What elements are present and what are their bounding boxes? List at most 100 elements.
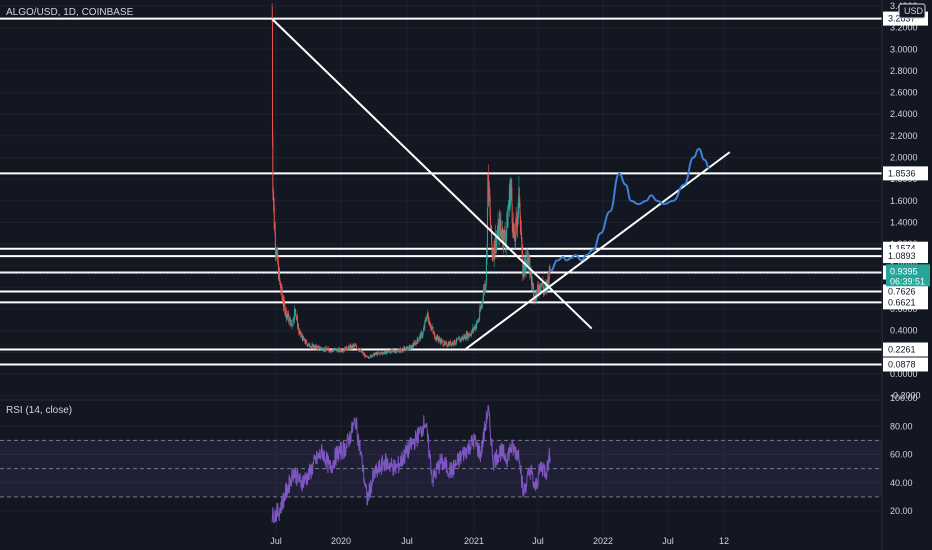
candle-body bbox=[530, 273, 532, 279]
candle-body bbox=[439, 338, 441, 341]
candle-body bbox=[310, 346, 312, 349]
candle-body bbox=[533, 298, 535, 301]
candle-body bbox=[294, 308, 296, 311]
candle-body bbox=[317, 347, 319, 350]
candle-body bbox=[414, 342, 416, 345]
candle-body bbox=[464, 335, 466, 339]
candle-body bbox=[300, 331, 302, 336]
candle-body bbox=[390, 349, 392, 352]
candle-body bbox=[326, 349, 328, 351]
currency-button-frame[interactable] bbox=[898, 3, 926, 19]
candle-body bbox=[330, 350, 332, 352]
rsi-title[interactable]: RSI (14, close) bbox=[6, 405, 72, 416]
candle-body bbox=[369, 357, 371, 359]
price-tick-label: 3.0000 bbox=[890, 44, 918, 54]
countdown-timer: 06:39:51 bbox=[890, 276, 925, 286]
symbol-title[interactable]: ALGO/USD, 1D, COINBASE bbox=[6, 7, 134, 18]
candle-body bbox=[415, 342, 417, 344]
candle-body bbox=[313, 345, 315, 348]
candle-body bbox=[320, 348, 322, 350]
candle-body bbox=[409, 345, 411, 347]
candle-body bbox=[461, 338, 463, 340]
candle-body bbox=[413, 345, 415, 347]
candle-body bbox=[489, 206, 491, 221]
time-axis[interactable]: Jul 2020 Jul 2021 Jul 2022 Jul 12 bbox=[270, 536, 729, 546]
candle-body bbox=[540, 287, 542, 289]
candle-body bbox=[346, 349, 348, 351]
candle-body bbox=[382, 352, 384, 355]
rsi-axis[interactable]: 100.00 80.00 60.00 40.00 20.00 bbox=[890, 393, 918, 516]
level-tag-value: 0.7626 bbox=[888, 286, 916, 296]
candle-body bbox=[359, 350, 361, 352]
candle-body bbox=[438, 338, 440, 340]
projection-path[interactable] bbox=[550, 147, 711, 273]
candle-body bbox=[432, 330, 434, 333]
candle-body bbox=[451, 342, 453, 346]
candle-body bbox=[277, 263, 279, 264]
candle-body bbox=[430, 326, 432, 329]
candle-body bbox=[532, 282, 534, 285]
candle-body bbox=[501, 230, 503, 237]
candle-body bbox=[546, 281, 548, 283]
candle-body bbox=[496, 238, 498, 250]
candle-body bbox=[363, 353, 365, 356]
candle-body bbox=[328, 349, 330, 351]
candle-body bbox=[299, 331, 301, 332]
currency-label[interactable]: USD bbox=[904, 6, 924, 16]
candle-body bbox=[273, 206, 275, 229]
candle-body bbox=[335, 349, 337, 350]
rsi-tick-label: 60.00 bbox=[890, 450, 913, 460]
trendline[interactable] bbox=[271, 18, 593, 330]
candle-body bbox=[418, 340, 420, 342]
candle-body bbox=[531, 278, 533, 284]
candle-body bbox=[445, 342, 447, 344]
candle-body bbox=[279, 279, 281, 282]
candle-body bbox=[510, 185, 512, 188]
trendline[interactable] bbox=[463, 151, 731, 351]
candle-body bbox=[272, 137, 274, 192]
candle-body bbox=[343, 350, 345, 352]
candle-body bbox=[446, 346, 448, 347]
candle-body bbox=[327, 348, 329, 350]
candle-body bbox=[476, 320, 478, 325]
candle-body bbox=[422, 332, 424, 336]
candle-body bbox=[444, 341, 446, 344]
candle-body bbox=[512, 222, 514, 232]
candle-body bbox=[390, 349, 392, 354]
currency-button[interactable]: USD bbox=[898, 3, 926, 19]
candle-body bbox=[478, 317, 480, 321]
candle-body bbox=[443, 345, 445, 346]
candle-body bbox=[479, 309, 481, 318]
candle-body bbox=[449, 341, 451, 346]
candle-body bbox=[301, 335, 303, 338]
candle-body bbox=[280, 287, 282, 292]
candle-body bbox=[273, 201, 275, 207]
price-tick-label: 2.0000 bbox=[890, 153, 918, 163]
candle-body bbox=[279, 270, 281, 280]
candle-body bbox=[536, 289, 538, 296]
candle-body bbox=[405, 347, 407, 351]
price-tick-label: 3.2000 bbox=[890, 23, 918, 33]
candle-body bbox=[276, 251, 278, 256]
candle-body bbox=[305, 340, 307, 342]
candle-body bbox=[352, 345, 354, 348]
candle-body bbox=[421, 335, 423, 337]
candle-body bbox=[283, 300, 285, 305]
candle-body bbox=[389, 351, 391, 353]
current-price-value: 0.9395 bbox=[890, 266, 918, 276]
candle-body bbox=[339, 348, 341, 352]
candle-body bbox=[423, 327, 425, 331]
candle-body bbox=[353, 345, 355, 346]
candle-body bbox=[504, 239, 506, 247]
candle-body bbox=[514, 233, 516, 242]
candle-body bbox=[342, 350, 344, 352]
candle-body bbox=[361, 352, 363, 353]
candle-body bbox=[318, 346, 320, 348]
candle-body bbox=[316, 346, 318, 350]
trendlines[interactable] bbox=[271, 18, 731, 351]
candle-body bbox=[532, 284, 534, 297]
candle-body bbox=[289, 319, 291, 326]
candle-body bbox=[350, 345, 352, 349]
candle-body bbox=[376, 352, 378, 356]
